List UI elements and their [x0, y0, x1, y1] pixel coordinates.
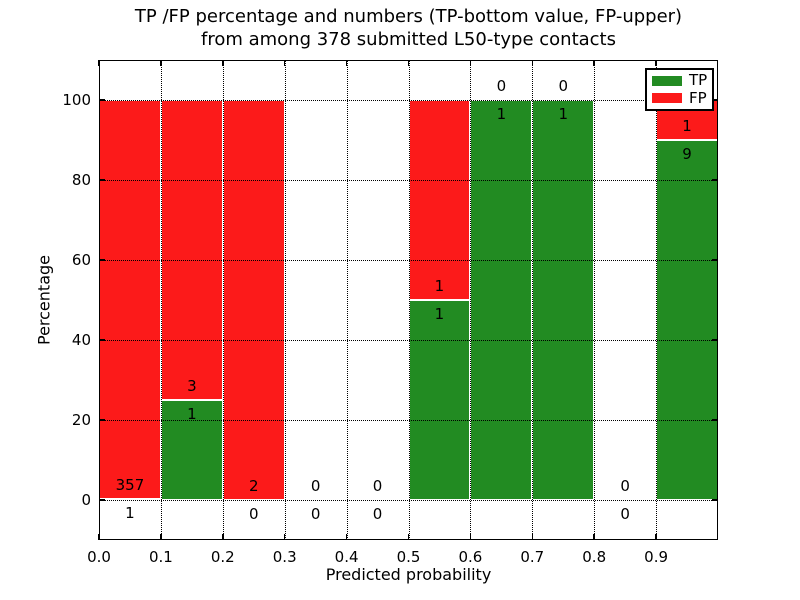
tp-count-label-9: 9 [682, 145, 692, 163]
fp-count-label-3: 0 [310, 477, 321, 495]
x-tick-top [345, 60, 348, 66]
x-tick-bottom [469, 534, 472, 540]
tp-bar-segment-5 [408, 300, 471, 500]
plot-area: 357 1 3 1 2 0 0 0 0 0 1 1 0 1 0 1 0 0 1 9 [98, 60, 718, 540]
v-gridline-0.4 [346, 60, 348, 540]
tp-count-label-1: 1 [187, 405, 197, 423]
tp-count-label-0: 1 [125, 503, 135, 522]
legend-item-tp: TP [652, 73, 707, 88]
tp-count-label-3: 0 [310, 505, 321, 523]
y-tick-right [712, 499, 718, 501]
fp-count-label-8: 0 [620, 477, 630, 495]
x-tick-label-0.1: 0.1 [148, 548, 173, 566]
x-tick-bottom [345, 534, 348, 540]
fp-count-label-9: 1 [682, 117, 692, 135]
chart-title-line-2: from among 378 submitted L50-type contac… [200, 29, 616, 50]
v-gridline-0.1 [160, 60, 162, 540]
fp-bar-segment-1 [160, 100, 223, 400]
y-tick-left [99, 419, 105, 421]
x-tick-bottom [407, 534, 410, 540]
legend: TP FP [645, 68, 714, 111]
legend-label-tp: TP [689, 71, 708, 90]
x-tick-bottom [98, 534, 100, 540]
fp-count-label-6: 0 [496, 77, 507, 95]
legend-label-fp: FP [689, 88, 707, 107]
x-tick-top [469, 60, 472, 66]
v-gridline-0.2 [222, 60, 224, 540]
v-gridline-0.9 [656, 60, 658, 540]
x-tick-label-0.0: 0.0 [87, 548, 111, 566]
x-tick-label-0.2: 0.2 [210, 548, 235, 566]
tp-bar-segment-6 [470, 100, 533, 500]
x-tick-top [283, 60, 286, 66]
tp-count-label-2: 0 [248, 505, 259, 523]
y-tick-label-0: 0 [81, 491, 91, 509]
legend-swatch-fp-icon [652, 93, 682, 104]
x-axis-label: Predicted probability [325, 565, 492, 584]
tp-count-label-4: 0 [372, 505, 383, 523]
x-tick-bottom [283, 534, 286, 540]
fp-bar-segment-2 [222, 100, 285, 500]
y-tick-label-60: 60 [71, 251, 91, 269]
x-tick-bottom [655, 534, 657, 540]
y-tick-label-40: 40 [71, 331, 91, 349]
x-tick-label-0.9: 0.9 [644, 548, 669, 566]
fp-bar-segment-5 [408, 100, 471, 300]
fp-count-label-2: 2 [248, 477, 259, 495]
y-tick-right [712, 99, 718, 101]
y-tick-right [712, 339, 718, 341]
y-tick-right [712, 179, 718, 181]
x-tick-top [222, 60, 224, 66]
legend-item-fp: FP [652, 88, 707, 107]
tp-bar-segment-9 [656, 140, 718, 500]
x-tick-bottom [160, 534, 162, 540]
x-tick-top [160, 60, 162, 66]
x-tick-bottom [531, 534, 534, 540]
v-gridline-0.6 [470, 60, 472, 540]
v-gridline-0.3 [284, 60, 286, 540]
y-tick-left [99, 99, 105, 101]
legend-swatch-tp-icon [652, 75, 682, 86]
fp-count-label-7: 0 [558, 77, 569, 95]
tp-count-label-7: 1 [558, 105, 569, 123]
x-tick-label-0.5: 0.5 [396, 548, 421, 566]
v-gridline-0.8 [594, 60, 596, 540]
tp-count-label-6: 1 [496, 105, 507, 123]
chart-title-line-1: TP /FP percentage and numbers (TP-bottom… [134, 6, 683, 27]
x-tick-label-0.6: 0.6 [458, 548, 483, 566]
y-tick-left [99, 179, 105, 181]
x-tick-top [98, 60, 100, 66]
v-gridline-0.5 [408, 60, 410, 540]
y-tick-label-20: 20 [71, 411, 91, 429]
y-tick-label-100: 100 [62, 91, 91, 109]
v-gridline-0.7 [532, 60, 534, 540]
x-tick-label-0.4: 0.4 [334, 548, 359, 566]
x-tick-label-0.3: 0.3 [272, 548, 297, 566]
x-tick-top [531, 60, 534, 66]
x-tick-top [655, 60, 657, 66]
fp-count-label-0: 357 [115, 475, 145, 494]
x-tick-label-0.8: 0.8 [582, 548, 607, 566]
x-tick-top [407, 60, 410, 66]
fp-bar-segment-0 [99, 100, 161, 499]
x-tick-label-0.7: 0.7 [520, 548, 545, 566]
y-tick-left [99, 499, 105, 501]
y-tick-label-80: 80 [71, 171, 91, 189]
tp-bar-segment-7 [532, 100, 595, 500]
tp-count-label-8: 0 [620, 505, 630, 523]
x-tick-bottom [593, 534, 595, 540]
x-tick-top [593, 60, 595, 66]
y-tick-right [712, 259, 718, 261]
y-tick-right [712, 419, 718, 421]
fp-count-label-5: 1 [434, 277, 445, 295]
fp-count-label-1: 3 [187, 377, 197, 395]
fp-count-label-4: 0 [372, 477, 383, 495]
tp-count-label-5: 1 [434, 305, 445, 323]
x-tick-bottom [222, 534, 224, 540]
y-tick-left [99, 259, 105, 261]
y-tick-left [99, 339, 105, 341]
chart-title: TP /FP percentage and numbers (TP-bottom… [99, 5, 718, 51]
